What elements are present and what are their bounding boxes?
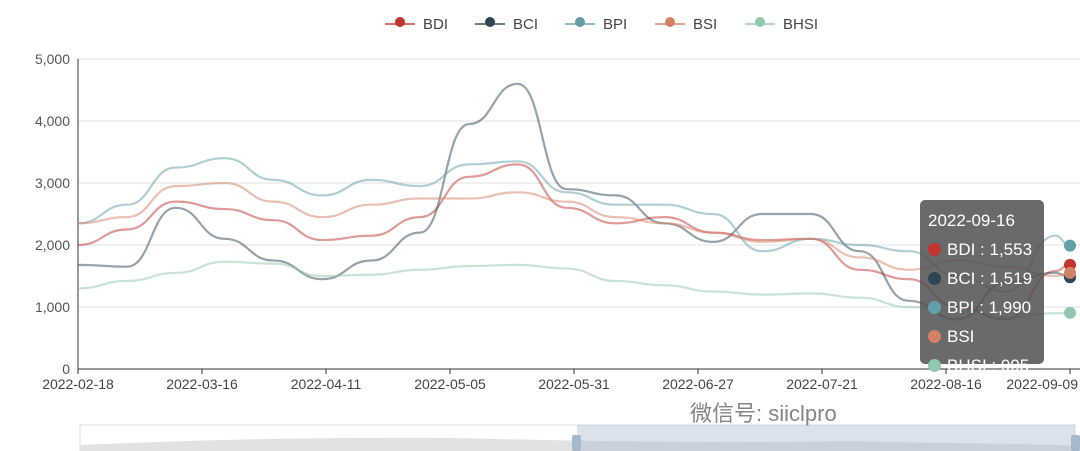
tooltip: 2022-09-16 BDI : 1,553 BCI : 1,519 BPI :…	[920, 200, 1044, 375]
y-tick-label: 0	[62, 361, 70, 377]
bhsi-dot-icon	[928, 359, 941, 372]
tooltip-bci: BCI : 1,519	[947, 268, 1033, 288]
legend-bci-icon	[485, 17, 495, 27]
datazoom-handle-right[interactable]	[1071, 435, 1080, 451]
legend-label-bhsi: BHSI	[783, 16, 818, 33]
legend-label-bsi: BSI	[693, 16, 717, 33]
series-end-marker-bsi	[1064, 266, 1076, 279]
bsi-dot-icon	[928, 330, 941, 343]
x-tick-label: 2022-02-18	[42, 376, 114, 392]
bpi-dot-icon	[928, 301, 941, 314]
series-end-marker-bpi	[1064, 239, 1076, 252]
datazoom-selection[interactable]	[577, 425, 1075, 451]
y-tick-label: 3,000	[35, 175, 70, 191]
x-tick-label: 2022-07-21	[786, 376, 858, 392]
x-tick-label: 2022-08-16	[910, 376, 982, 392]
tooltip-bdi: BDI : 1,553	[947, 239, 1033, 259]
y-tick-label: 4,000	[35, 113, 70, 129]
x-tick-label: 2022-05-31	[538, 376, 610, 392]
x-tick-label: 2022-09-09	[1006, 376, 1078, 392]
legend-label-bdi: BDI	[423, 16, 448, 33]
legend-label-bpi: BPI	[603, 16, 627, 33]
legend-bhsi-icon	[755, 17, 765, 27]
y-tick-label: 5,000	[35, 51, 70, 67]
x-tick-label: 2022-03-16	[166, 376, 238, 392]
tooltip-bhsi: BHSI : 905	[947, 355, 1030, 375]
y-tick-label: 2,000	[35, 237, 70, 253]
legend-bdi-icon	[395, 17, 405, 27]
tooltip-bpi: BPI : 1,990	[947, 297, 1032, 317]
tooltip-bsi: BSI	[947, 326, 975, 346]
tooltip-date: 2022-09-16	[928, 210, 1015, 230]
watermark: 微信号: siiclpro	[690, 401, 837, 426]
series-end-marker-bhsi	[1064, 306, 1076, 319]
bdi-dot-icon	[928, 243, 941, 256]
x-tick-label: 2022-06-27	[662, 376, 734, 392]
legend-label-bci: BCI	[513, 16, 538, 33]
bci-dot-icon	[928, 272, 941, 285]
legend-bpi-icon	[575, 17, 585, 27]
x-tick-label: 2022-04-11	[291, 376, 362, 392]
y-tick-label: 1,000	[35, 299, 70, 315]
legend-bsi-icon	[665, 17, 675, 27]
datazoom-handle-left[interactable]	[572, 435, 581, 451]
x-tick-label: 2022-05-05	[414, 376, 486, 392]
